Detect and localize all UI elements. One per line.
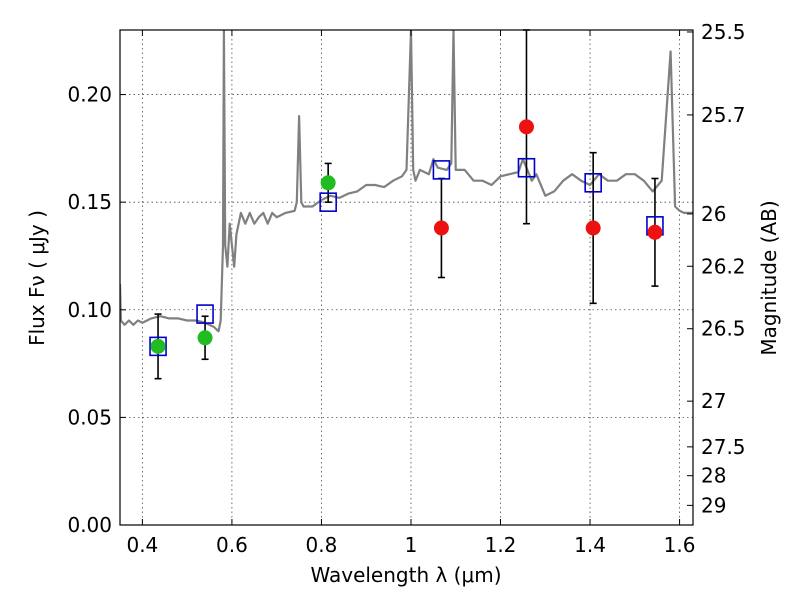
mag-tick-label: 25.7 — [701, 103, 746, 127]
red-data-point — [433, 220, 449, 236]
x-tick-label: 0.6 — [216, 533, 248, 557]
mag-tick-label: 28 — [701, 464, 726, 488]
y-tick-label: 0.05 — [67, 405, 112, 429]
y-tick-label: 0.15 — [67, 190, 112, 214]
mag-tick-label: 27 — [701, 389, 726, 413]
red-data-point — [518, 119, 534, 135]
x-tick-label: 1.6 — [664, 533, 696, 557]
mag-tick-label: 26 — [701, 202, 726, 226]
model-photometry-square — [149, 336, 167, 357]
red-data-point — [585, 220, 601, 236]
plot-background — [120, 30, 693, 525]
y-axis-label: Flux Fν ( μJy ) — [25, 210, 49, 346]
mag-tick-label: 25.5 — [701, 20, 746, 44]
green-data-point — [197, 330, 213, 346]
model-photometry-square — [432, 160, 451, 180]
red-data-point — [647, 224, 663, 240]
green-data-point — [150, 338, 166, 354]
x-axis-label: Wavelength λ (μm) — [310, 563, 501, 587]
ticks-layer: 0.4 0.6 0.8 1 1.2 1.4 1.6 0.00 0.05 0.10 0.15 0.20 2… — [67, 20, 745, 557]
points-layer — [149, 29, 664, 380]
y2-axis-label: Magnitude (AB) — [757, 200, 781, 355]
x-tick-label: 1.2 — [485, 533, 517, 557]
model-layer — [120, 30, 693, 333]
mag-tick-label: 27.5 — [701, 435, 746, 459]
mag-tick-label: 26.5 — [701, 317, 746, 341]
plot-frame — [119, 29, 694, 526]
x-tick-label: 0.8 — [306, 533, 338, 557]
y-tick-label: 0.20 — [67, 83, 112, 107]
x-tick-label: 1 — [405, 533, 418, 557]
mag-tick-label: 29 — [701, 493, 726, 517]
x-tick-label: 0.4 — [126, 533, 158, 557]
y-tick-label: 0.00 — [67, 513, 112, 537]
model-photometry-square — [584, 173, 602, 193]
model-photometry-square — [319, 192, 337, 212]
model-spectrum-line — [120, 30, 693, 333]
green-data-point — [320, 175, 336, 191]
mag-tick-label: 26.2 — [701, 254, 746, 278]
y-tick-label: 0.10 — [67, 298, 112, 322]
model-photometry-square — [517, 157, 536, 178]
x-tick-label: 1.4 — [574, 533, 606, 557]
model-photometry-square — [196, 304, 214, 324]
